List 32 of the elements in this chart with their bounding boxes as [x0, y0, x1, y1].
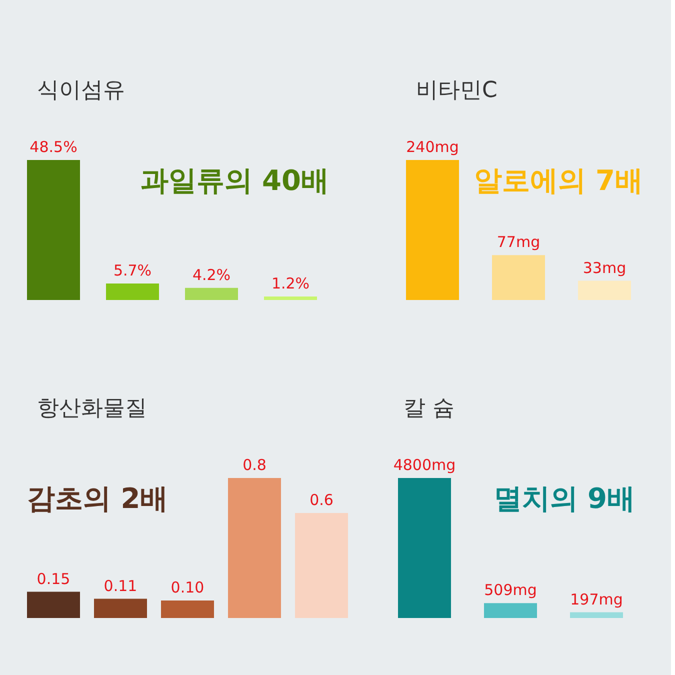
chart-title: 칼 슘	[403, 396, 454, 421]
data-label: 0.10	[170, 578, 204, 596]
data-label: 509mg	[484, 581, 537, 600]
data-label: 197mg	[570, 590, 623, 608]
annotation: 감초의 2배	[27, 482, 168, 515]
annotation: 과일류의 40배	[140, 164, 329, 197]
bar	[161, 600, 214, 618]
data-label: 77mg	[496, 233, 540, 252]
data-label: 240mg	[406, 138, 459, 156]
bar	[94, 598, 147, 618]
data-label: 4.2%	[192, 266, 231, 284]
bar	[185, 288, 238, 300]
annotation: 멸치의 9배	[494, 482, 635, 515]
annotation: 알로에의 7배	[474, 164, 643, 197]
data-label: 0.6	[310, 491, 334, 509]
data-label: 33mg	[582, 258, 626, 277]
bar	[295, 513, 348, 618]
data-label: 1.2%	[271, 274, 310, 293]
bar	[228, 478, 281, 618]
bar	[264, 296, 317, 300]
chart-title: 항산화물질	[37, 396, 147, 421]
data-label: 0.11	[104, 576, 138, 595]
data-label: 48.5%	[30, 138, 78, 156]
data-label: 5.7%	[113, 262, 152, 280]
bar	[27, 592, 80, 618]
data-label: 4800mg	[393, 456, 456, 474]
chart-title: 비타민C	[416, 78, 498, 103]
chart-title: 식이섬유	[37, 78, 125, 103]
bar	[27, 160, 80, 300]
bar	[106, 284, 159, 300]
data-label: 0.15	[36, 570, 70, 588]
data-label: 0.8	[242, 456, 266, 474]
